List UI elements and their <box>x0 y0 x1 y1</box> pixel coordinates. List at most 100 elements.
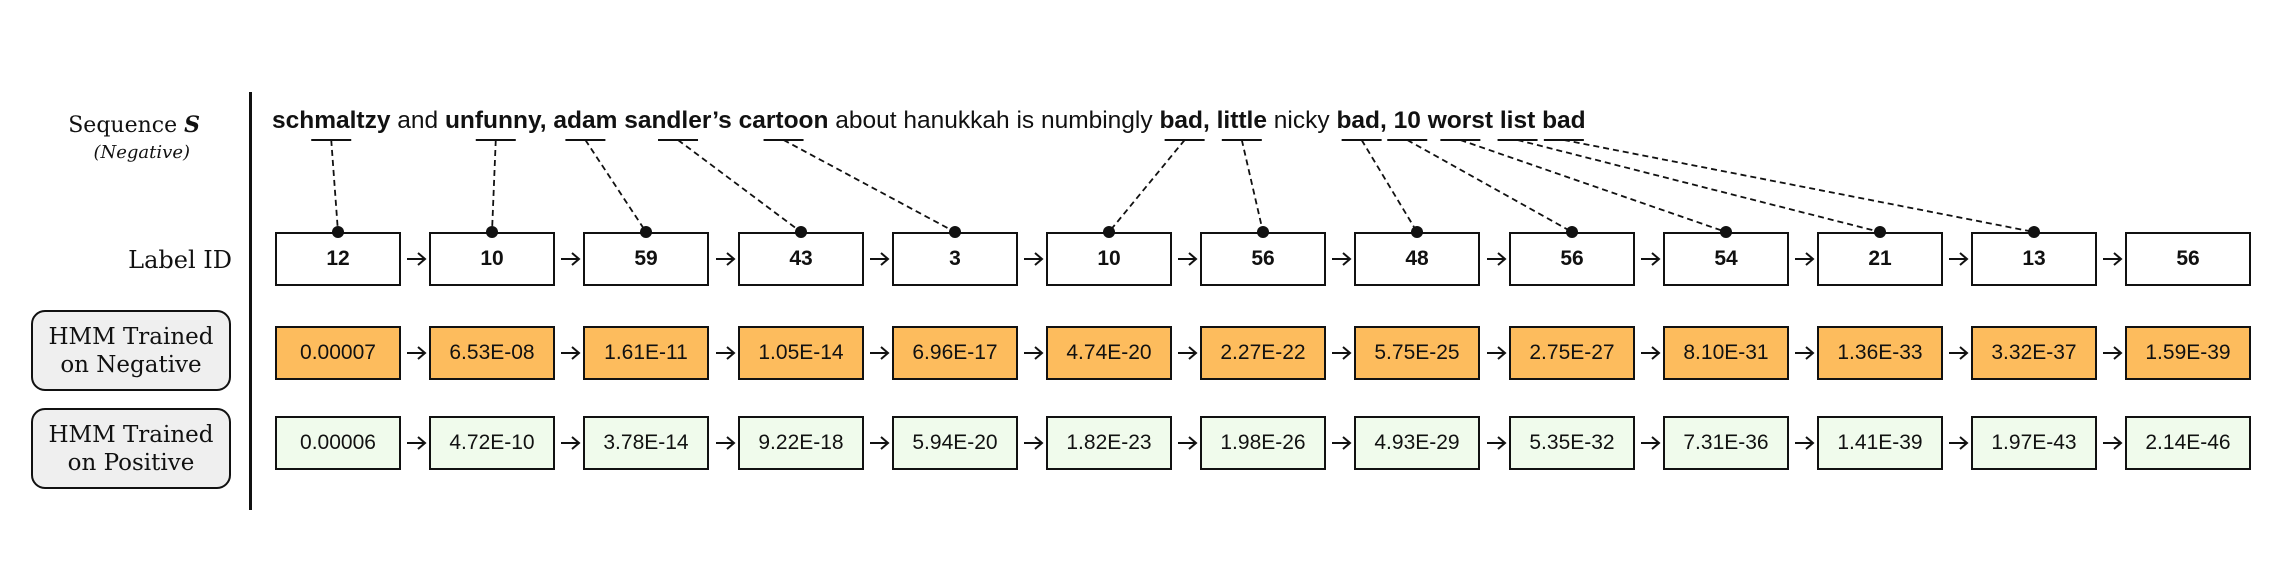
alignment-line <box>1108 139 1186 233</box>
positive-prob-node: 1.82E-23 <box>1046 416 1172 470</box>
negative-prob-node: 2.75E-27 <box>1509 326 1635 380</box>
arrow-icon <box>1331 433 1353 453</box>
sequence-title: Sequence S <box>60 110 200 141</box>
alignment-line <box>1240 139 1264 233</box>
alignment-line <box>1460 139 1727 233</box>
arrow-icon <box>1331 343 1353 363</box>
arrow-icon <box>715 249 737 269</box>
sequence-key-token: unfunny, <box>444 107 547 134</box>
positive-prob-node: 1.97E-43 <box>1971 416 2097 470</box>
negative-prob-node: 6.53E-08 <box>429 326 555 380</box>
hmm-negative-panel: HMM Trained on Negative <box>31 310 231 391</box>
hmm-positive-line-2: on Positive <box>67 449 195 476</box>
positive-prob-node: 1.41E-39 <box>1817 416 1943 470</box>
alignment-line <box>330 139 339 233</box>
sequence-key-token: bad <box>1542 107 1586 134</box>
alignment-line <box>1360 139 1418 233</box>
arrow-icon <box>869 249 891 269</box>
sequence-text: and <box>390 107 445 134</box>
arrow-icon <box>1023 249 1045 269</box>
negative-prob-node: 5.75E-25 <box>1354 326 1480 380</box>
sequence-sentence: schmaltzy and unfunny, adam sandler’s ca… <box>272 104 1586 138</box>
positive-prob-node: 2.14E-46 <box>2125 416 2251 470</box>
sequence-key-token: bad, <box>1336 107 1387 134</box>
label-id-node: 56 <box>1200 232 1326 286</box>
divider-line <box>249 92 252 510</box>
positive-prob-node: 5.35E-32 <box>1509 416 1635 470</box>
sequence-key-token: sandler’s <box>624 107 732 134</box>
label-id-node: 59 <box>583 232 709 286</box>
negative-prob-node: 2.27E-22 <box>1200 326 1326 380</box>
positive-prob-node: 7.31E-36 <box>1663 416 1789 470</box>
arrow-icon <box>406 433 428 453</box>
label-id-node: 12 <box>275 232 401 286</box>
arrow-icon <box>406 343 428 363</box>
negative-prob-node: 1.05E-14 <box>738 326 864 380</box>
sequence-key-token: list <box>1499 107 1536 134</box>
sequence-key-token: adam <box>553 107 618 134</box>
hmm-negative-line-1: HMM Trained <box>48 323 214 350</box>
arrow-icon <box>1948 433 1970 453</box>
alignment-line <box>584 139 647 233</box>
arrow-icon <box>1486 433 1508 453</box>
sequence-text <box>732 107 739 134</box>
negative-prob-node: 4.74E-20 <box>1046 326 1172 380</box>
alignment-line <box>1517 139 1881 233</box>
arrow-icon <box>560 343 582 363</box>
arrow-icon <box>1331 249 1353 269</box>
arrow-icon <box>1640 343 1662 363</box>
label-id-node: 10 <box>429 232 555 286</box>
negative-prob-node: 1.59E-39 <box>2125 326 2251 380</box>
positive-prob-node: 4.72E-10 <box>429 416 555 470</box>
arrow-icon <box>1177 249 1199 269</box>
arrow-icon <box>1177 433 1199 453</box>
positive-prob-node: 4.93E-29 <box>1354 416 1480 470</box>
sequence-key-token: bad, <box>1159 107 1210 134</box>
sequence-subtitle: (Negative) <box>93 142 190 163</box>
arrow-icon <box>2102 433 2124 453</box>
arrow-icon <box>1794 343 1816 363</box>
hmm-positive-panel: HMM Trained on Positive <box>31 408 231 489</box>
sequence-key-token: little <box>1216 107 1267 134</box>
arrow-icon <box>715 343 737 363</box>
sequence-text <box>1210 107 1217 134</box>
alignment-line <box>491 139 497 233</box>
alignment-line <box>677 139 802 233</box>
label-id-node: 13 <box>1971 232 2097 286</box>
negative-prob-node: 6.96E-17 <box>892 326 1018 380</box>
alignment-line <box>1563 139 2035 233</box>
label-id-node: 3 <box>892 232 1018 286</box>
hmm-negative-line-2: on Negative <box>60 351 202 378</box>
negative-prob-node: 0.00007 <box>275 326 401 380</box>
label-id-title: Label ID <box>128 246 232 274</box>
arrow-icon <box>1948 343 1970 363</box>
arrow-icon <box>1486 249 1508 269</box>
label-id-node: 43 <box>738 232 864 286</box>
arrow-icon <box>1794 249 1816 269</box>
label-id-node: 48 <box>1354 232 1480 286</box>
sequence-text: nicky <box>1267 107 1337 134</box>
sequence-title-text: Sequence <box>68 113 178 138</box>
arrow-icon <box>1640 249 1662 269</box>
label-id-node: 54 <box>1663 232 1789 286</box>
sequence-key-token: cartoon <box>738 107 829 134</box>
label-id-node: 56 <box>2125 232 2251 286</box>
label-id-node: 56 <box>1509 232 1635 286</box>
arrow-icon <box>1794 433 1816 453</box>
negative-prob-node: 8.10E-31 <box>1663 326 1789 380</box>
alignment-line <box>1406 139 1573 233</box>
arrow-icon <box>869 433 891 453</box>
arrow-icon <box>869 343 891 363</box>
sequence-text <box>1493 107 1500 134</box>
sequence-label: Sequence S (Negative) <box>60 110 200 165</box>
arrow-icon <box>715 433 737 453</box>
arrow-icon <box>2102 249 2124 269</box>
arrow-icon <box>1640 433 1662 453</box>
arrow-icon <box>560 433 582 453</box>
label-id-node: 10 <box>1046 232 1172 286</box>
arrow-icon <box>1948 249 1970 269</box>
positive-prob-node: 3.78E-14 <box>583 416 709 470</box>
negative-prob-node: 1.61E-11 <box>583 326 709 380</box>
positive-prob-node: 1.98E-26 <box>1200 416 1326 470</box>
